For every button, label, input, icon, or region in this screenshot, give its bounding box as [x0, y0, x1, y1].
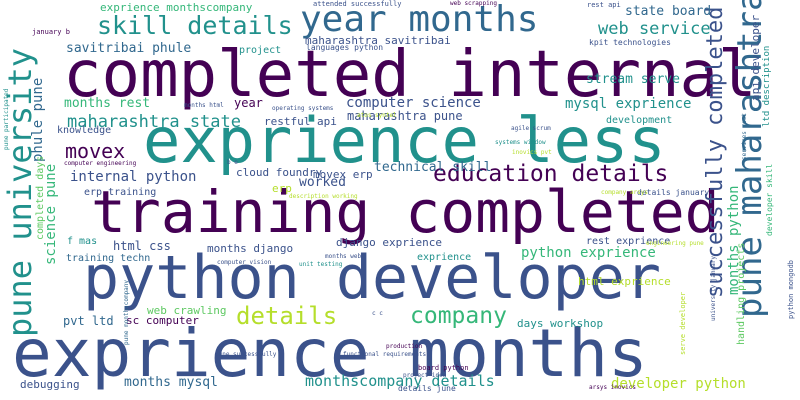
word: months rest	[64, 96, 151, 111]
word: university january	[710, 255, 717, 321]
word: pvt ltd	[63, 314, 114, 328]
word: rest exprience	[586, 236, 671, 247]
word: movex erp	[313, 168, 373, 181]
word: pune successfully	[215, 351, 277, 358]
word: movex	[65, 139, 126, 163]
word: sc computer	[126, 314, 199, 327]
word: completed days	[35, 155, 46, 240]
word: january b	[32, 28, 70, 36]
word: months mysql	[124, 375, 218, 390]
word: months html	[184, 102, 224, 109]
word: computer engineering	[64, 160, 137, 167]
word: monthscompany details	[305, 372, 495, 390]
word: erp	[272, 182, 292, 195]
word: science pune	[43, 163, 59, 265]
word: operating systems	[272, 105, 334, 112]
word: internal python	[70, 169, 197, 185]
word: handling projects	[736, 242, 747, 345]
word: developer python	[611, 376, 746, 392]
word: company arsys	[601, 189, 648, 196]
word: board python	[418, 364, 469, 372]
word: company	[410, 303, 507, 329]
word: development	[606, 115, 673, 126]
word: restful api	[264, 115, 337, 128]
word: training techn	[66, 253, 151, 264]
word: python mongodb	[787, 259, 795, 319]
word: developer skill	[765, 163, 774, 236]
word: maharashtra state	[67, 112, 241, 132]
word: django exprience	[336, 236, 442, 249]
word: description working	[289, 193, 358, 200]
word: months django	[207, 242, 294, 255]
word: stream serve	[586, 72, 680, 87]
word: skill details	[97, 11, 293, 40]
word: months web	[325, 253, 362, 260]
word: exprience months	[12, 315, 648, 392]
word: project	[239, 45, 282, 56]
word: project idea	[403, 372, 447, 379]
word: knowledge	[57, 125, 112, 136]
word: rest api	[587, 1, 621, 9]
word: days workshop	[517, 317, 604, 330]
word: unit testing	[299, 261, 343, 268]
word: web crawling	[147, 304, 227, 317]
word: savitribai phule	[66, 41, 192, 56]
word: details june	[398, 384, 456, 393]
word: arsys inovics	[589, 384, 636, 391]
word: exprience	[417, 252, 472, 263]
word: debugging	[20, 378, 80, 391]
word: exprience monthscompany	[100, 1, 253, 14]
word: web service	[598, 19, 711, 39]
word: f mas	[67, 236, 98, 247]
word: exprience less	[143, 104, 666, 177]
word: mysql exprience	[565, 96, 692, 112]
word: details january	[637, 188, 710, 197]
word: c c	[372, 310, 383, 317]
word: api developer	[749, 14, 762, 101]
word: education details	[433, 161, 669, 187]
word: pune monthscompany	[123, 279, 130, 345]
word: ltd description	[762, 45, 772, 127]
word: training completed	[91, 178, 720, 246]
word: web scrapping	[450, 0, 497, 7]
word: agile scrum	[511, 125, 551, 132]
word: production	[386, 343, 423, 350]
word: attended successfully	[313, 0, 402, 8]
word: languages python	[306, 43, 384, 52]
word: serve developer	[679, 291, 687, 355]
word: erp training	[84, 187, 157, 198]
word: python exprience	[521, 245, 656, 261]
word: successfully completed	[703, 6, 728, 298]
word: computer science	[346, 95, 481, 111]
word: atos syntel	[357, 112, 397, 119]
word: b e	[227, 159, 238, 166]
word: year	[234, 96, 263, 110]
word: functional requirements	[343, 351, 427, 358]
word: html exprience	[578, 275, 671, 288]
word: maharashtra pune	[347, 109, 463, 123]
word: technical skill	[374, 160, 492, 175]
word: inovics pvt	[512, 149, 552, 156]
word: computer vision	[217, 259, 272, 266]
word: cloud foundry	[236, 166, 323, 179]
word: state board	[625, 4, 712, 19]
word: python developer	[83, 243, 661, 313]
word: completed internal	[63, 38, 757, 112]
word: html css	[113, 239, 171, 253]
word: worked	[299, 175, 346, 190]
word: kpit technologies	[589, 38, 671, 47]
word: year months	[300, 0, 539, 40]
word: pune participated	[3, 88, 10, 150]
word: details	[236, 302, 338, 330]
word: maharashtra savitribai	[305, 34, 451, 47]
word: engineering pune	[646, 240, 704, 247]
word: phule pune	[30, 77, 46, 162]
word: systems window	[495, 139, 546, 146]
word: services rest	[741, 113, 748, 160]
